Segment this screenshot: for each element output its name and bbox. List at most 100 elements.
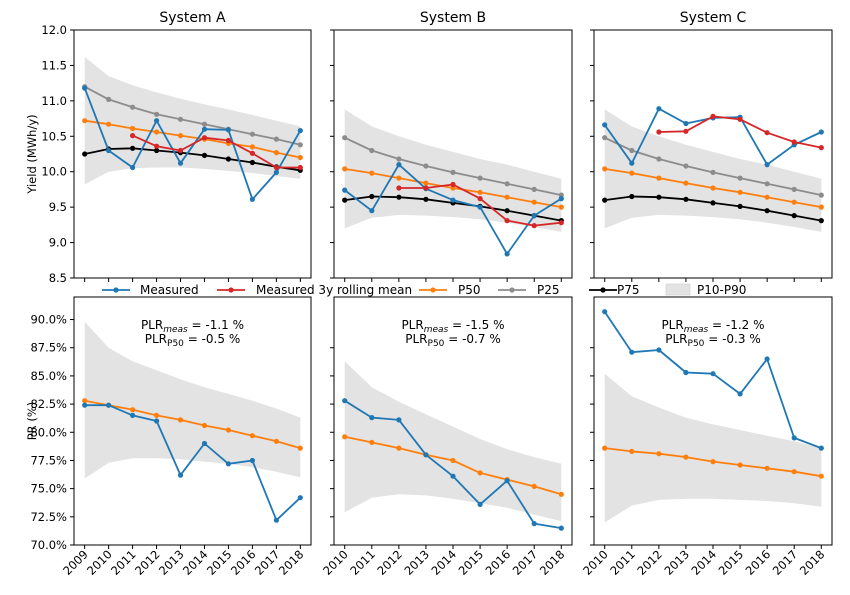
- plr-subscript: P50: [688, 339, 705, 349]
- rolling-point: [791, 139, 797, 145]
- panel-3: System C: [590, 10, 833, 282]
- measured-point: [450, 197, 456, 203]
- p75-point: [764, 208, 770, 214]
- legend-entry-band: P10-P90: [665, 283, 746, 297]
- p50-point: [602, 166, 608, 172]
- plr-subscript: meas: [424, 325, 449, 335]
- p75-point: [602, 197, 608, 203]
- p25-point: [791, 186, 797, 192]
- measured-point: [450, 473, 456, 479]
- measured-point: [396, 417, 402, 423]
- measured-point: [177, 472, 184, 478]
- p50-point: [818, 473, 824, 479]
- p75-point: [154, 147, 160, 154]
- measured-point: [82, 402, 88, 408]
- rolling-point: [764, 130, 770, 136]
- p50-point: [130, 407, 136, 413]
- measured-point: [764, 356, 770, 362]
- y-tick-label: 77.5%: [30, 453, 67, 467]
- x-tick-label: 2012: [132, 547, 163, 578]
- legend-entry-measured: Measured: [102, 283, 199, 297]
- panels: 8.5 9.0 9.5 10.0 10.5 11.0 11.5 12.0 System A Yie…: [25, 10, 833, 578]
- x-tick-label: 2016: [743, 547, 774, 578]
- p50-point: [342, 434, 348, 440]
- p50-point: [423, 180, 429, 186]
- p50-point: [558, 491, 564, 497]
- measured-point: [558, 196, 564, 202]
- p50-point: [629, 448, 635, 454]
- measured-point: [683, 120, 689, 127]
- measured-point: [273, 169, 279, 175]
- p50-point: [710, 185, 716, 191]
- measured-point: [130, 412, 136, 418]
- y-tick-label: 11.0: [41, 94, 67, 108]
- measured-point: [602, 122, 608, 128]
- measured-point: [154, 118, 160, 124]
- x-tick-label: 2011: [108, 547, 139, 578]
- rolling-point: [225, 137, 231, 144]
- p50-point: [531, 199, 537, 205]
- y-tick-label: 70.0%: [30, 538, 67, 552]
- plr-value: = -0.3 %: [704, 332, 760, 346]
- p75-point: [629, 193, 635, 200]
- measured-point: [297, 128, 303, 134]
- legend-marker: [600, 287, 606, 293]
- y-tick-label: 87.5%: [30, 341, 67, 355]
- rolling-point: [177, 147, 184, 154]
- y-tick-label: 72.5%: [30, 510, 67, 524]
- y-axis-label: PR (%): [25, 402, 39, 440]
- p50-point: [683, 180, 689, 186]
- x-tick-label: 2017: [770, 547, 801, 578]
- p50-point: [656, 451, 662, 457]
- measured-point: [683, 369, 689, 376]
- measured-point: [225, 127, 231, 133]
- p75-point: [82, 151, 88, 157]
- plr-value: = -0.7 %: [444, 332, 500, 346]
- plr-value: = -1.5 %: [448, 318, 504, 332]
- legend-entry-rolling: Measured 3y rolling mean: [217, 283, 412, 297]
- measured-point: [106, 147, 112, 154]
- x-tick-label: 2012: [634, 547, 665, 578]
- legend-marker: [509, 287, 515, 293]
- measured-point: [710, 371, 716, 377]
- p50-line: [84, 399, 301, 449]
- p50-point: [477, 189, 483, 195]
- panel-title: System A: [159, 10, 226, 26]
- p50-point: [249, 144, 255, 150]
- p25-point: [423, 163, 429, 169]
- p50-point: [154, 412, 160, 418]
- p50-point: [504, 194, 510, 200]
- p25-point: [249, 131, 255, 137]
- x-tick-label: 2013: [156, 547, 187, 578]
- plr-value: = -1.1 %: [188, 318, 244, 332]
- p75-point: [249, 159, 255, 166]
- p10-p90-band: [604, 373, 822, 523]
- panel-4: 70.0% 72.5% 75.0% 77.5% 80.0% 82.5% 85.0% 87.5%…: [25, 296, 312, 578]
- p75-point: [737, 203, 743, 209]
- p50-point: [477, 470, 483, 476]
- plr-p50: PLRP50 = -0.7 %: [405, 332, 500, 349]
- rolling-point: [531, 223, 537, 229]
- p25-point: [130, 104, 136, 110]
- p25-point: [531, 186, 537, 192]
- plr-base: PLR: [405, 332, 427, 346]
- p75-point: [504, 208, 510, 214]
- measured-point: [477, 204, 483, 210]
- x-tick-label: 2015: [716, 547, 747, 578]
- y-tick-label: 12.0: [41, 23, 67, 37]
- measured-point: [504, 478, 510, 484]
- p50-point: [764, 465, 770, 471]
- plr-subscript: meas: [163, 325, 188, 335]
- plr-value: = -1.2 %: [708, 318, 764, 332]
- p75-point: [656, 194, 662, 200]
- x-tick-label: 2017: [252, 547, 283, 578]
- p25-point: [201, 121, 208, 127]
- p50-point: [629, 170, 635, 176]
- rolling-point: [154, 143, 160, 149]
- p25-point: [297, 142, 303, 148]
- p50-point: [130, 125, 136, 132]
- plr-measured: PLRmeas = -1.5 %: [401, 318, 504, 335]
- p75-line: [84, 147, 301, 172]
